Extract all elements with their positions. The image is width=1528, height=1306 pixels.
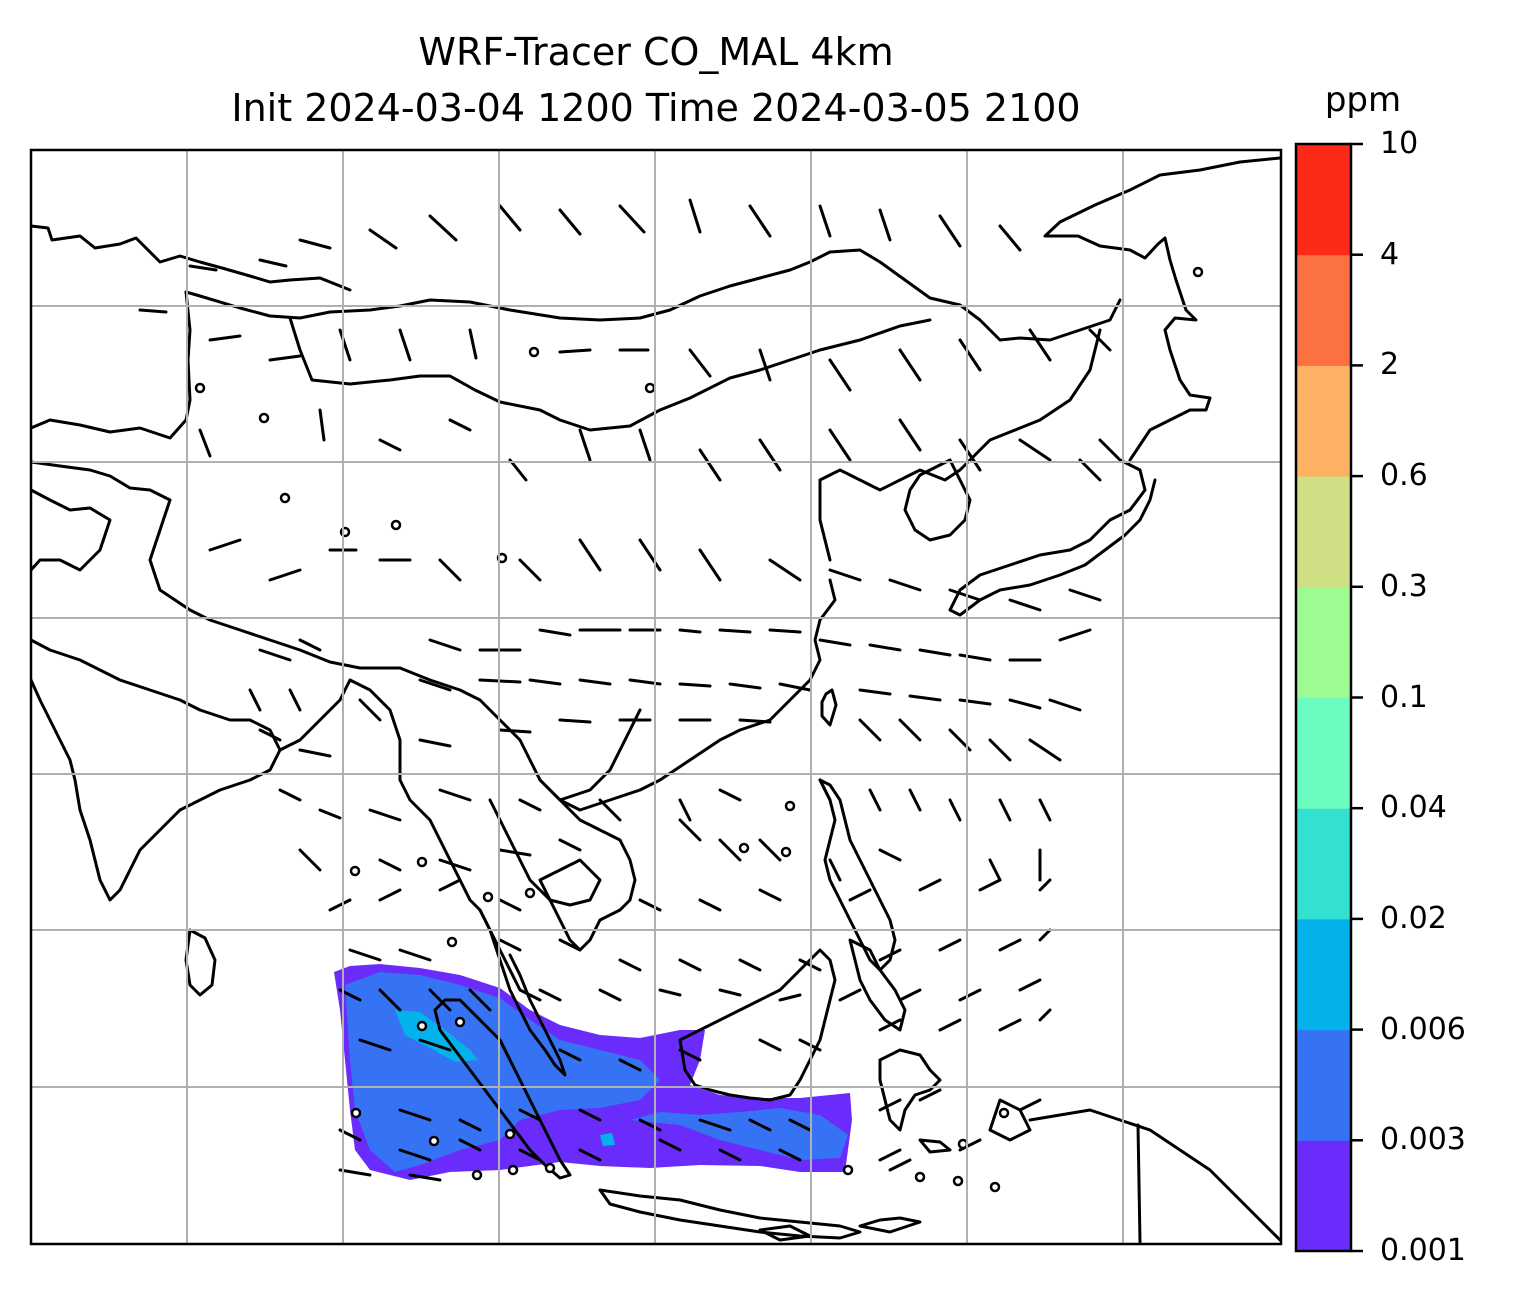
colorbar-segment-7 — [1296, 365, 1351, 477]
plume-layer-mid — [345, 972, 848, 1172]
chart-title-line2: Init 2024-03-04 1200 Time 2024-03-05 210… — [231, 86, 1081, 130]
colorbar-tick-marks — [1351, 142, 1363, 1253]
colorbar-tick-label: 0.1 — [1380, 679, 1428, 715]
chart-title-line1: WRF-Tracer CO_MAL 4km — [418, 30, 894, 74]
colorbar-segment-1 — [1296, 1029, 1351, 1141]
colorbar-tick-label: 0.04 — [1380, 790, 1447, 826]
map-frame — [29, 148, 1283, 1246]
colorbar-segment-4 — [1296, 697, 1351, 809]
colorbar-segment-5 — [1296, 586, 1351, 698]
colorbar-segment-0 — [1296, 1140, 1351, 1252]
colorbar-tick-label: 0.3 — [1380, 568, 1428, 604]
colorbar-tick-label: 0.6 — [1380, 458, 1428, 494]
gridlines — [31, 150, 1281, 1244]
colorbar-tick-label: 4 — [1380, 236, 1400, 272]
colorbar-tick-label: 0.001 — [1380, 1233, 1466, 1268]
wind-barbs — [138, 198, 1112, 1182]
colorbar-segment-3 — [1296, 808, 1351, 920]
colorbar-tick-label: 0.003 — [1380, 1122, 1466, 1158]
colorbar-tick-label: 10 — [1380, 126, 1419, 161]
colorbar-tick-label: 0.006 — [1380, 1011, 1466, 1047]
colorbar-segment-9 — [1296, 144, 1351, 256]
map-area — [31, 150, 1281, 1244]
calm-wind-markers — [194, 266, 1204, 1193]
colorbar-segment-8 — [1296, 254, 1351, 366]
colorbar-tick-label: 2 — [1380, 347, 1400, 383]
colorbar-unit-label: ppm — [1324, 80, 1402, 120]
colorbar-tick-label: 0.02 — [1380, 900, 1447, 936]
colorbar-segment-2 — [1296, 918, 1351, 1031]
co-tracer-plume — [334, 964, 852, 1180]
colorbar — [1296, 144, 1351, 1252]
colorbar-segment-6 — [1296, 476, 1351, 588]
